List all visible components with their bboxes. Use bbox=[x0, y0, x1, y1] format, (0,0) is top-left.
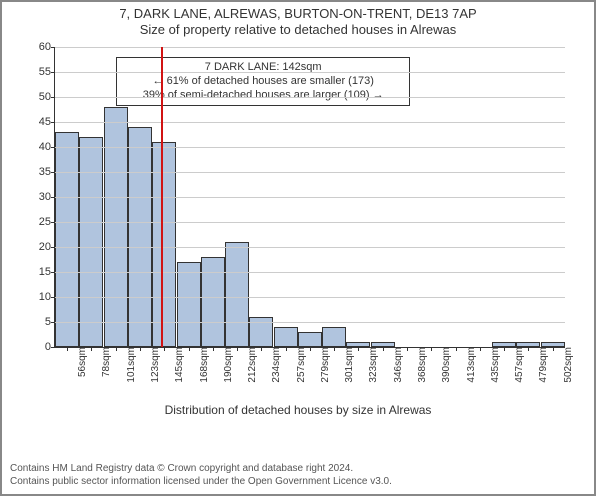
xtick-label: 78sqm bbox=[95, 347, 112, 377]
xtick-mark bbox=[528, 347, 529, 351]
ytick-label: 25 bbox=[39, 216, 55, 228]
bar bbox=[177, 262, 201, 347]
ytick-label: 50 bbox=[39, 91, 55, 103]
plot-area: 7 DARK LANE: 142sqm ← 61% of detached ho… bbox=[54, 47, 565, 348]
bar bbox=[274, 327, 298, 347]
xtick-label: 390sqm bbox=[435, 347, 452, 383]
xtick-mark bbox=[553, 347, 554, 351]
xtick-mark bbox=[116, 347, 117, 351]
chart-block: Number of detached properties 7 DARK LAN… bbox=[2, 39, 594, 419]
xtick-mark bbox=[480, 347, 481, 351]
annotation-line2: ← 61% of detached houses are smaller (17… bbox=[123, 75, 403, 89]
xtick-mark bbox=[237, 347, 238, 351]
ytick-label: 10 bbox=[39, 291, 55, 303]
xtick-label: 279sqm bbox=[314, 347, 331, 383]
bar bbox=[128, 127, 152, 347]
footer: Contains HM Land Registry data © Crown c… bbox=[2, 459, 594, 494]
xtick-mark bbox=[91, 347, 92, 351]
bar bbox=[201, 257, 225, 347]
xtick-mark bbox=[189, 347, 190, 351]
ytick-label: 20 bbox=[39, 241, 55, 253]
bar bbox=[225, 242, 249, 347]
xtick-mark bbox=[213, 347, 214, 351]
xtick-label: 101sqm bbox=[120, 347, 137, 383]
xtick-mark bbox=[504, 347, 505, 351]
ytick-label: 40 bbox=[39, 141, 55, 153]
xtick-label: 457sqm bbox=[508, 347, 525, 383]
xtick-label: 502sqm bbox=[557, 347, 574, 383]
xtick-label: 323sqm bbox=[362, 347, 379, 383]
ytick-label: 60 bbox=[39, 41, 55, 53]
gridline bbox=[55, 172, 565, 173]
xtick-label: 435sqm bbox=[484, 347, 501, 383]
xtick-mark bbox=[431, 347, 432, 351]
annotation-line1: 7 DARK LANE: 142sqm bbox=[123, 61, 403, 75]
title-address: 7, DARK LANE, ALREWAS, BURTON-ON-TRENT, … bbox=[2, 6, 594, 22]
chart-container: 7, DARK LANE, ALREWAS, BURTON-ON-TRENT, … bbox=[0, 0, 596, 496]
xtick-mark bbox=[358, 347, 359, 351]
ytick-label: 30 bbox=[39, 191, 55, 203]
xtick-mark bbox=[261, 347, 262, 351]
gridline bbox=[55, 72, 565, 73]
reference-line bbox=[161, 47, 163, 347]
bar bbox=[79, 137, 103, 347]
xtick-label: 123sqm bbox=[144, 347, 161, 383]
gridline bbox=[55, 222, 565, 223]
bar bbox=[104, 107, 128, 347]
xtick-mark bbox=[140, 347, 141, 351]
xtick-mark bbox=[310, 347, 311, 351]
ytick-label: 55 bbox=[39, 66, 55, 78]
ytick-label: 35 bbox=[39, 166, 55, 178]
ytick-label: 45 bbox=[39, 116, 55, 128]
xtick-mark bbox=[67, 347, 68, 351]
gridline bbox=[55, 297, 565, 298]
xtick-label: 145sqm bbox=[168, 347, 185, 383]
gridline bbox=[55, 247, 565, 248]
gridline bbox=[55, 47, 565, 48]
ytick-label: 5 bbox=[45, 316, 55, 328]
xtick-label: 234sqm bbox=[265, 347, 282, 383]
xtick-label: 190sqm bbox=[217, 347, 234, 383]
xtick-label: 479sqm bbox=[532, 347, 549, 383]
xtick-label: 257sqm bbox=[290, 347, 307, 383]
xtick-label: 413sqm bbox=[460, 347, 477, 383]
xtick-label: 368sqm bbox=[411, 347, 428, 383]
xtick-mark bbox=[286, 347, 287, 351]
xtick-mark bbox=[456, 347, 457, 351]
xtick-mark bbox=[164, 347, 165, 351]
titles: 7, DARK LANE, ALREWAS, BURTON-ON-TRENT, … bbox=[2, 2, 594, 39]
bar bbox=[322, 327, 346, 347]
annotation-line3: 39% of semi-detached houses are larger (… bbox=[123, 89, 403, 103]
xtick-mark bbox=[383, 347, 384, 351]
xtick-label: 168sqm bbox=[193, 347, 210, 383]
gridline bbox=[55, 322, 565, 323]
gridline bbox=[55, 272, 565, 273]
xtick-mark bbox=[334, 347, 335, 351]
bar bbox=[55, 132, 79, 347]
xtick-label: 212sqm bbox=[241, 347, 258, 383]
gridline bbox=[55, 197, 565, 198]
gridline bbox=[55, 122, 565, 123]
footer-line1: Contains HM Land Registry data © Crown c… bbox=[10, 463, 586, 476]
gridline bbox=[55, 97, 565, 98]
x-axis-label: Distribution of detached houses by size … bbox=[2, 403, 594, 417]
bar bbox=[298, 332, 322, 347]
xtick-label: 346sqm bbox=[387, 347, 404, 383]
xtick-mark bbox=[407, 347, 408, 351]
title-subtitle: Size of property relative to detached ho… bbox=[2, 22, 594, 38]
ytick-label: 15 bbox=[39, 266, 55, 278]
xtick-label: 301sqm bbox=[338, 347, 355, 383]
footer-line2: Contains public sector information licen… bbox=[10, 476, 586, 489]
gridline bbox=[55, 147, 565, 148]
ytick-label: 0 bbox=[45, 341, 55, 353]
xtick-label: 56sqm bbox=[71, 347, 88, 377]
